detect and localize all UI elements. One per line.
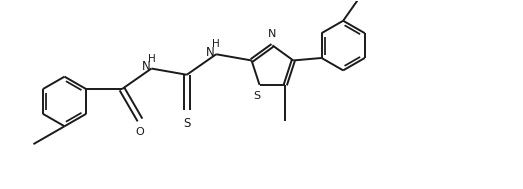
Text: H: H: [147, 53, 155, 64]
Text: S: S: [254, 91, 260, 101]
Text: O: O: [135, 127, 144, 137]
Text: N: N: [268, 29, 277, 40]
Text: S: S: [183, 117, 190, 130]
Text: N: N: [207, 46, 215, 59]
Text: N: N: [142, 60, 150, 73]
Text: H: H: [212, 39, 220, 49]
